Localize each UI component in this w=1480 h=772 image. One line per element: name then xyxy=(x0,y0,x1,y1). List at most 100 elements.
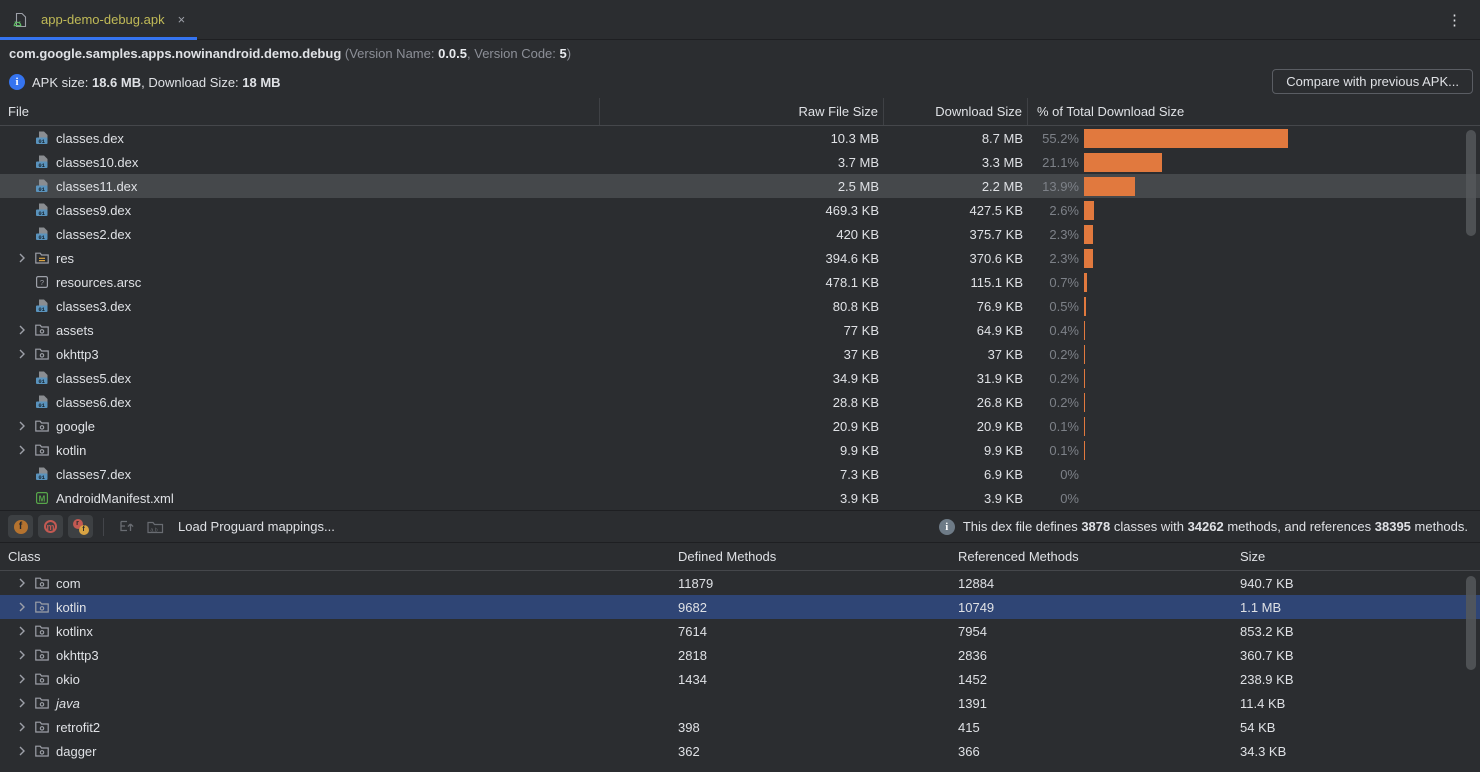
expand-chevron-icon[interactable] xyxy=(14,575,34,591)
dex-file-icon: 01 xyxy=(34,154,51,170)
file-table-row[interactable]: 01 classes11.dex 2.5 MB 2.2 MB 13.9% xyxy=(0,174,1480,198)
expand-tree-icon[interactable] xyxy=(114,515,138,538)
file-name-label: classes11.dex xyxy=(56,178,138,194)
download-percent-bar xyxy=(1084,320,1085,340)
file-table-row[interactable]: assets 77 KB 64.9 KB 0.4% xyxy=(0,318,1480,342)
expand-chevron-icon[interactable] xyxy=(14,322,34,338)
file-name-cell: 01 classes.dex xyxy=(0,130,600,146)
class-table-row[interactable]: okhttp3 2818 2836 360.7 KB xyxy=(0,643,1480,667)
editor-tab-bar: app-demo-debug.apk × ⋮ xyxy=(0,0,1480,40)
dex-file-icon: 01 xyxy=(34,178,51,194)
file-table-row[interactable]: 01 classes10.dex 3.7 MB 3.3 MB 21.1% xyxy=(0,150,1480,174)
class-table-row[interactable]: com 11879 12884 940.7 KB xyxy=(0,571,1480,595)
file-table-row[interactable]: 01 classes7.dex 7.3 KB 6.9 KB 0% xyxy=(0,462,1480,486)
package-folder-icon xyxy=(34,346,51,362)
file-table-row[interactable]: 01 classes2.dex 420 KB 375.7 KB 2.3% xyxy=(0,222,1480,246)
download-percent-bar xyxy=(1084,392,1085,412)
chevron-spacer xyxy=(14,202,34,218)
expand-chevron-icon[interactable] xyxy=(14,418,34,434)
file-table-row[interactable]: 01 classes3.dex 80.8 KB 76.9 KB 0.5% xyxy=(0,294,1480,318)
toggle-methods-button[interactable]: m xyxy=(38,515,63,538)
file-table-scrollbar[interactable] xyxy=(1466,130,1476,236)
svg-text:01: 01 xyxy=(38,210,45,217)
column-header-percent-of-total[interactable]: % of Total Download Size xyxy=(1037,104,1185,119)
percent-cell: 0.4% xyxy=(1049,322,1079,338)
svg-text:a.b: a.b xyxy=(150,527,157,533)
download-size-value: 18 MB xyxy=(242,74,281,90)
expand-chevron-icon[interactable] xyxy=(14,671,34,687)
percent-cell: 0.2% xyxy=(1049,346,1079,362)
version-name-value: 0.0.5 xyxy=(438,45,468,61)
expand-chevron-icon[interactable] xyxy=(14,647,34,663)
package-folder-icon xyxy=(34,647,51,663)
dex-classes-count: 3878 xyxy=(1081,519,1111,534)
download-percent-bar xyxy=(1084,368,1085,388)
file-table-row[interactable]: res 394.6 KB 370.6 KB 2.3% xyxy=(0,246,1480,270)
svg-text:?: ? xyxy=(40,278,44,287)
file-table-row[interactable]: M AndroidManifest.xml 3.9 KB 3.9 KB 0% xyxy=(0,486,1480,510)
file-table-row[interactable]: 01 classes.dex 10.3 MB 8.7 MB 55.2% xyxy=(0,126,1480,150)
arsc-file-icon: ? xyxy=(34,274,51,290)
toolbar-separator xyxy=(103,517,104,536)
column-header-referenced-methods[interactable]: Referenced Methods xyxy=(958,549,1079,564)
raw-file-size-cell: 3.9 KB xyxy=(839,490,879,506)
file-table-row[interactable]: okhttp3 37 KB 37 KB 0.2% xyxy=(0,342,1480,366)
fields-icon: f xyxy=(13,519,28,534)
download-size-cell: 2.2 MB xyxy=(981,178,1023,194)
column-header-class[interactable]: Class xyxy=(8,549,41,564)
file-name-cell: 01 classes2.dex xyxy=(0,226,600,242)
class-table-row[interactable]: dagger 362 366 34.3 KB xyxy=(0,739,1480,763)
class-table-row[interactable]: java 1391 11.4 KB xyxy=(0,691,1480,715)
column-header-download-size[interactable]: Download Size xyxy=(884,98,1028,125)
file-name-cell: M AndroidManifest.xml xyxy=(0,490,600,506)
class-name-cell: kotlinx xyxy=(0,623,670,639)
load-mappings-folder-icon[interactable]: a.b xyxy=(143,515,167,538)
expand-chevron-icon[interactable] xyxy=(14,250,34,266)
class-name-cell: okio xyxy=(0,671,670,687)
size-cell: 853.2 KB xyxy=(1240,623,1294,639)
file-table-row[interactable]: 01 classes9.dex 469.3 KB 427.5 KB 2.6% xyxy=(0,198,1480,222)
file-table-row[interactable]: ? resources.arsc 478.1 KB 115.1 KB 0.7% xyxy=(0,270,1480,294)
expand-chevron-icon[interactable] xyxy=(14,719,34,735)
expand-chevron-icon[interactable] xyxy=(14,599,34,615)
file-name-cell: ? resources.arsc xyxy=(0,274,600,290)
tab-close-icon[interactable]: × xyxy=(177,12,186,27)
expand-chevron-icon[interactable] xyxy=(14,743,34,759)
defined-methods-cell: 9682 xyxy=(678,599,707,615)
class-name-cell: retrofit2 xyxy=(0,719,670,735)
file-table-row[interactable]: 01 classes6.dex 28.8 KB 26.8 KB 0.2% xyxy=(0,390,1480,414)
expand-chevron-icon[interactable] xyxy=(14,442,34,458)
load-proguard-mappings-label[interactable]: Load Proguard mappings... xyxy=(178,519,335,534)
column-header-size[interactable]: Size xyxy=(1240,549,1266,564)
file-table-row[interactable]: 01 classes5.dex 34.9 KB 31.9 KB 0.2% xyxy=(0,366,1480,390)
class-table-row[interactable]: kotlinx 7614 7954 853.2 KB xyxy=(0,619,1480,643)
class-table-row[interactable]: kotlin 9682 10749 1.1 MB xyxy=(0,595,1480,619)
compare-previous-apk-button[interactable]: Compare with previous APK... xyxy=(1272,69,1473,94)
column-header-file[interactable]: File xyxy=(0,98,600,125)
defined-methods-cell: 398 xyxy=(678,719,700,735)
dex-file-icon: 01 xyxy=(34,130,51,146)
download-size-cell: 115.1 KB xyxy=(970,274,1023,290)
percent-cell: 21.1% xyxy=(1042,154,1079,170)
column-header-defined-methods[interactable]: Defined Methods xyxy=(678,549,777,564)
expand-chevron-icon[interactable] xyxy=(14,346,34,362)
expand-chevron-icon[interactable] xyxy=(14,695,34,711)
column-header-raw-file-size[interactable]: Raw File Size xyxy=(600,98,884,125)
toggle-fields-button[interactable]: f xyxy=(8,515,33,538)
defined-methods-cell: 1434 xyxy=(678,671,707,687)
file-table-row[interactable]: kotlin 9.9 KB 9.9 KB 0.1% xyxy=(0,438,1480,462)
download-percent-bar xyxy=(1084,200,1094,220)
apk-size-value: 18.6 MB xyxy=(91,74,142,90)
active-tab-indicator xyxy=(0,37,198,40)
class-table-row[interactable]: okio 1434 1452 238.9 KB xyxy=(0,667,1480,691)
file-table-row[interactable]: google 20.9 KB 20.9 KB 0.1% xyxy=(0,414,1480,438)
class-table-row[interactable]: retrofit2 398 415 54 KB xyxy=(0,715,1480,739)
svg-text:01: 01 xyxy=(38,162,45,169)
tab-apk-file[interactable]: app-demo-debug.apk × xyxy=(0,0,198,40)
class-table-scrollbar[interactable] xyxy=(1466,576,1476,670)
download-percent-bar xyxy=(1084,224,1093,244)
tab-options-menu-icon[interactable]: ⋮ xyxy=(1447,11,1462,29)
defined-methods-cell: 2818 xyxy=(678,647,707,663)
expand-chevron-icon[interactable] xyxy=(14,623,34,639)
